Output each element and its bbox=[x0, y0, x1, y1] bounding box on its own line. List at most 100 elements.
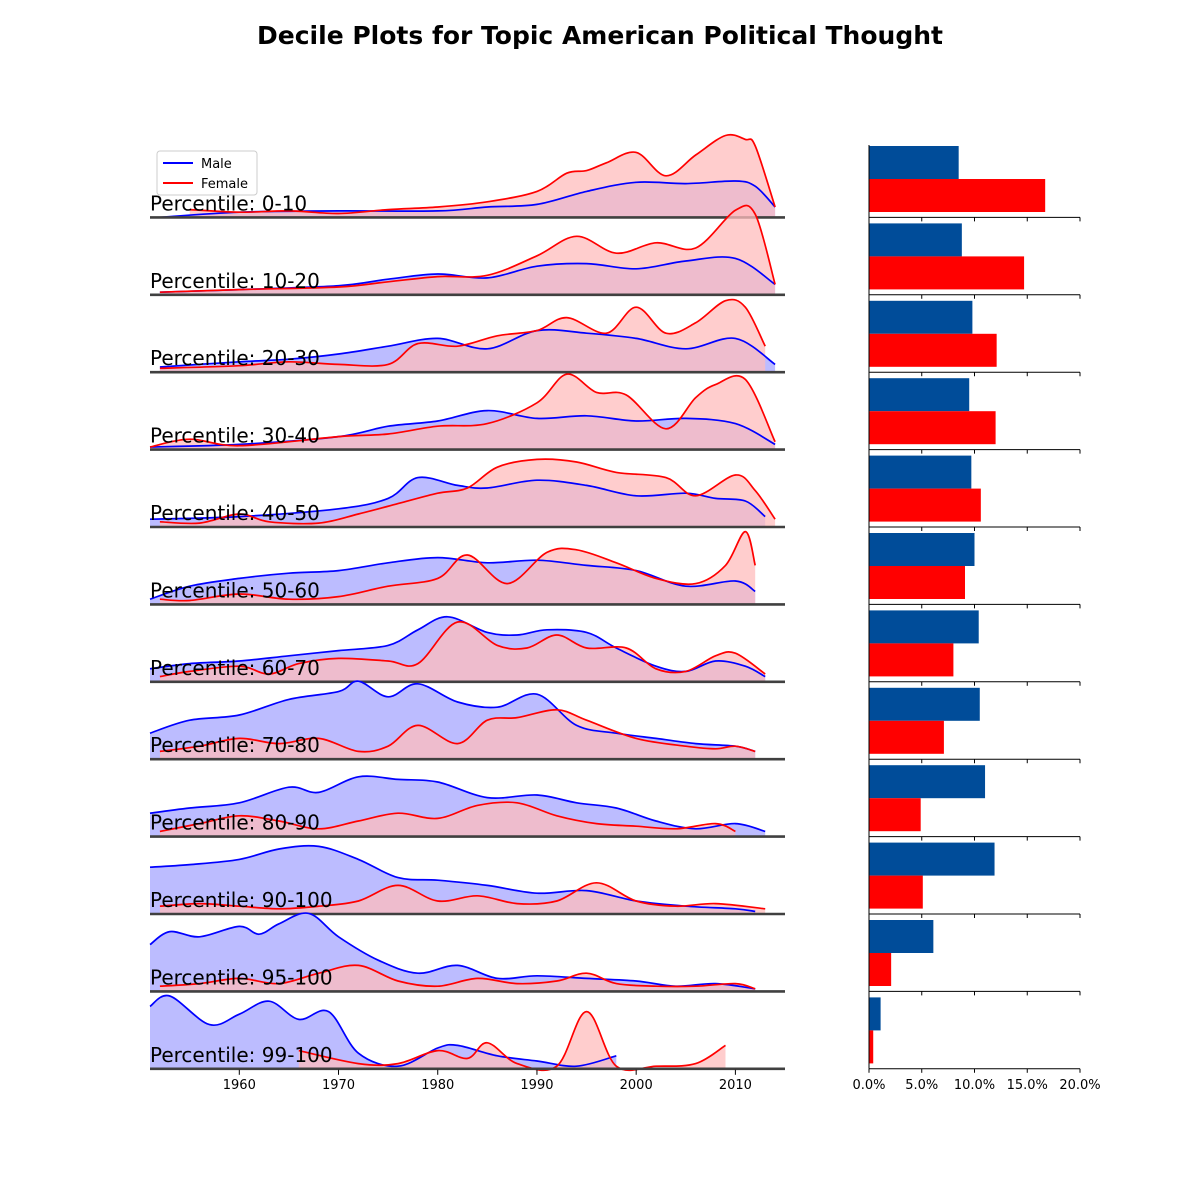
male-line bbox=[149, 775, 766, 833]
male-line bbox=[149, 556, 756, 601]
ridge-row: Percentile: 60-70 bbox=[149, 615, 785, 684]
ridge-row: Percentile: 50-60 bbox=[149, 530, 785, 606]
male-line bbox=[149, 680, 756, 753]
male-area bbox=[150, 995, 617, 1069]
female-bar bbox=[869, 720, 944, 754]
x-tick-label: 1960 bbox=[223, 1078, 256, 1093]
bar-row bbox=[868, 765, 1081, 841]
male-line bbox=[159, 180, 776, 219]
row-label: Percentile: 30-40 bbox=[150, 424, 320, 448]
female-area bbox=[159, 965, 756, 992]
ridge-row: Percentile: 30-40 bbox=[149, 373, 785, 451]
row-label: Percentile: 20-30 bbox=[150, 346, 320, 370]
female-bar bbox=[869, 875, 923, 909]
bar-tick-label: 10.0% bbox=[954, 1078, 995, 1093]
female-bar bbox=[869, 798, 921, 832]
male-bar bbox=[869, 533, 975, 566]
bar-row bbox=[868, 300, 1081, 377]
row-label: Percentile: 90-100 bbox=[150, 888, 333, 912]
ridge-row: Percentile: 20-30 bbox=[150, 298, 785, 374]
male-area bbox=[150, 913, 756, 992]
female-area bbox=[298, 1011, 726, 1071]
female-bar bbox=[869, 488, 981, 522]
bar-tick-label: 20.0% bbox=[1059, 1078, 1100, 1093]
ridge-row: Percentile: 70-80 bbox=[149, 680, 785, 761]
male-bar bbox=[869, 920, 934, 953]
x-tick-label: 1990 bbox=[520, 1078, 553, 1093]
bar-tick-label: 15.0% bbox=[1007, 1078, 1048, 1093]
female-bar bbox=[869, 953, 892, 986]
ridge-row: Percentile: 80-90 bbox=[149, 775, 785, 838]
bar-row bbox=[868, 146, 1081, 222]
female-line bbox=[298, 1010, 726, 1072]
bar-x-axis: 0.0% 5.0% 10.0% 15.0% 20.0% bbox=[852, 1078, 1100, 1093]
female-bar bbox=[869, 1030, 874, 1064]
ridge-row: Percentile: 10-20 bbox=[150, 204, 785, 297]
bar-plots: 0.0% 5.0% 10.0% 15.0% 20.0% bbox=[852, 145, 1101, 1093]
male-bar bbox=[869, 300, 973, 334]
bar-row bbox=[868, 920, 1081, 996]
chart-title: Decile Plots for Topic American Politica… bbox=[257, 21, 943, 50]
female-bar bbox=[869, 333, 997, 367]
male-bar bbox=[869, 765, 986, 799]
female-area bbox=[159, 709, 756, 760]
bar-row bbox=[868, 687, 1081, 764]
male-line bbox=[149, 476, 766, 521]
row-label: Percentile: 70-80 bbox=[150, 733, 320, 757]
male-line bbox=[149, 994, 617, 1068]
ridge-row: Percentile: 40-50 bbox=[149, 458, 785, 529]
female-line bbox=[159, 621, 766, 678]
x-tick-label: 2010 bbox=[719, 1078, 752, 1093]
row-label: Percentile: 80-90 bbox=[150, 811, 320, 835]
legend-male-label: Male bbox=[201, 157, 232, 172]
row-label: Percentile: 50-60 bbox=[150, 578, 320, 602]
bar-tick-label: 5.0% bbox=[905, 1078, 938, 1093]
female-line bbox=[159, 964, 756, 990]
bar-row bbox=[868, 223, 1081, 299]
bar-row bbox=[868, 378, 1081, 454]
female-bar bbox=[869, 256, 1025, 290]
bar-row bbox=[868, 455, 1081, 531]
female-bar bbox=[869, 411, 996, 445]
male-area bbox=[150, 776, 766, 837]
male-line bbox=[149, 844, 756, 913]
ridge-row: Percentile: 99-100 bbox=[149, 994, 785, 1072]
bar-tick-label: 0.0% bbox=[852, 1078, 885, 1093]
female-area bbox=[159, 205, 776, 295]
bar-row bbox=[868, 533, 1081, 609]
legend: Male Female bbox=[156, 150, 258, 196]
x-tick-label: 1970 bbox=[322, 1078, 355, 1093]
female-area bbox=[159, 299, 766, 373]
male-bar bbox=[869, 610, 979, 644]
bar-row bbox=[868, 997, 1081, 1073]
male-bar bbox=[869, 997, 881, 1031]
female-area bbox=[159, 531, 756, 605]
female-line bbox=[159, 204, 776, 294]
female-line bbox=[189, 133, 776, 215]
x-tick-label: 2000 bbox=[620, 1078, 653, 1093]
female-area bbox=[159, 459, 776, 527]
ridge-row: Percentile: 90-100 bbox=[149, 844, 785, 916]
male-bar bbox=[869, 223, 962, 257]
row-label: Percentile: 60-70 bbox=[150, 656, 320, 680]
x-axis: 1960 1970 1980 1990 2000 2010 bbox=[223, 1069, 752, 1093]
legend-female-label: Female bbox=[201, 177, 248, 192]
male-line bbox=[149, 912, 756, 990]
female-bar bbox=[869, 643, 954, 677]
bar-row bbox=[868, 842, 1081, 918]
female-area bbox=[189, 134, 776, 218]
male-bar bbox=[869, 687, 980, 721]
bar-row bbox=[868, 610, 1081, 686]
female-line bbox=[159, 298, 766, 370]
male-line bbox=[159, 328, 776, 368]
female-line bbox=[159, 530, 757, 602]
male-bar bbox=[869, 146, 959, 179]
male-bar bbox=[869, 455, 972, 489]
row-label: Percentile: 40-50 bbox=[150, 501, 320, 525]
female-bar bbox=[869, 566, 966, 599]
female-bar bbox=[869, 179, 1046, 212]
male-bar bbox=[869, 842, 995, 876]
